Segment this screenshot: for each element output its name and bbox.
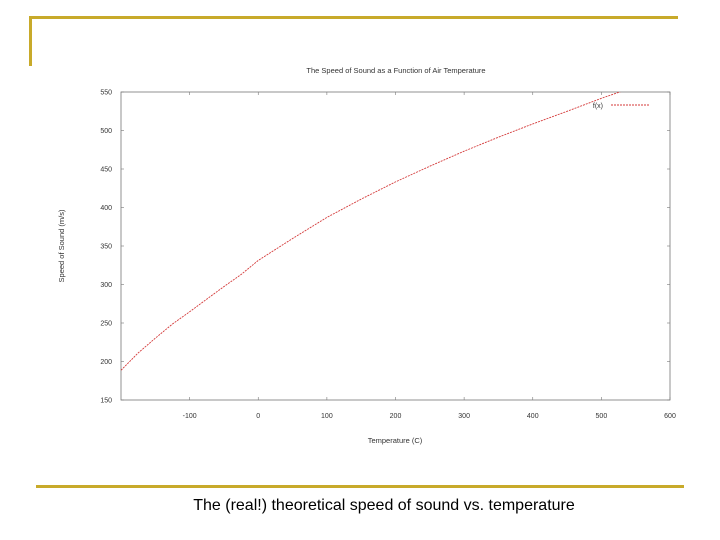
y-axis-label: Speed of Sound (m/s) [57, 209, 66, 282]
y-axis-ticks: 150 200 250 300 350 400 450 500 550 [100, 90, 670, 405]
plot-frame [120, 91, 671, 401]
y-tick-label: 500 [100, 128, 112, 135]
x-tick-label: 400 [527, 413, 539, 420]
legend: f(x) [593, 103, 650, 110]
series-line-f-x [121, 92, 621, 371]
left-border-line [29, 16, 32, 66]
x-tick-label: 600 [664, 413, 676, 420]
legend-label-f-x: f(x) [593, 103, 603, 110]
series-layer [121, 92, 621, 371]
y-tick-label: 250 [100, 321, 112, 328]
x-tick-label: 300 [458, 413, 470, 420]
x-axis-label: Temperature (C) [368, 436, 423, 445]
bottom-border-line [36, 485, 684, 488]
y-tick-label: 550 [100, 90, 112, 97]
y-tick-label: 350 [100, 244, 112, 251]
y-tick-label: 450 [100, 167, 112, 174]
x-axis-ticks: -100 0 100 200 300 400 500 600 [183, 92, 676, 420]
chart-title: The Speed of Sound as a Function of Air … [306, 66, 485, 75]
x-tick-label: 0 [256, 413, 260, 420]
top-border-line [29, 16, 678, 19]
speed-of-sound-chart: The Speed of Sound as a Function of Air … [57, 66, 676, 445]
x-tick-label: 500 [596, 413, 608, 420]
y-tick-label: 150 [100, 398, 112, 405]
slide-caption: The (real!) theoretical speed of sound v… [193, 497, 575, 514]
x-tick-label: -100 [183, 413, 197, 420]
y-tick-label: 400 [100, 205, 112, 212]
x-tick-label: 200 [390, 413, 402, 420]
y-tick-label: 200 [100, 359, 112, 366]
y-tick-label: 300 [100, 282, 112, 289]
x-tick-label: 100 [321, 413, 333, 420]
